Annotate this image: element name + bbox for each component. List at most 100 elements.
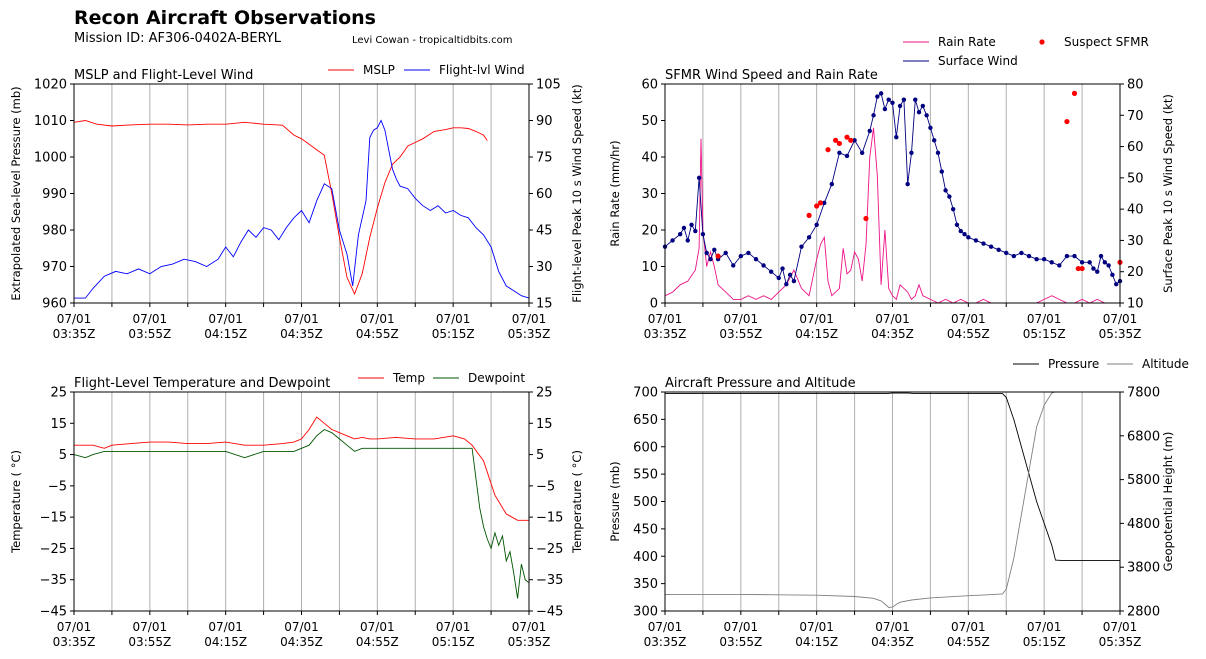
x-tick-label-date: 07/01 [1103,620,1138,634]
data-point [1019,250,1024,256]
x-tick-label-date: 07/01 [436,312,471,326]
y-tick-label: 600 [633,440,658,455]
y-tick-label-right: 6800 [1127,429,1160,444]
x-tick-label-date: 07/01 [512,312,547,326]
x-tick-label-time: 04:35Z [871,635,914,649]
data-point [814,222,819,227]
data-point [1106,263,1111,268]
y-tick-label-right: 30 [536,260,553,275]
y-tick-label: 400 [633,550,658,565]
data-point [1041,257,1047,262]
data-point [708,257,713,262]
y-tick-label-right: 75 [536,151,553,166]
series-line-mslp [73,120,488,296]
x-tick-label-time: 04:55Z [947,635,990,649]
x-tick-label-date: 07/01 [133,620,168,634]
panel-title: MSLP and Flight-Level Wind [74,68,253,83]
data-point [844,153,850,159]
y-tick-label-right: 15 [536,417,553,432]
mission-id: Mission ID: AF306-0402A-BERYL [74,31,281,46]
y-tick-label-right: 4800 [1127,517,1160,532]
data-point [1004,250,1009,256]
x-tick-label-date: 07/01 [648,312,683,326]
data-point [867,128,872,134]
data-point [924,113,929,118]
data-point [1114,282,1119,287]
x-tick-label-date: 07/01 [951,620,986,634]
suspect-point [806,212,812,218]
y-axis-label: Pressure (mb) [608,461,622,541]
suspect-point [863,215,869,222]
data-point [1057,263,1062,268]
suspect-point [814,203,820,209]
data-point [878,91,884,96]
data-point [1064,253,1070,259]
data-point [723,250,728,256]
data-point [913,97,918,102]
data-point [1091,266,1096,271]
y-tick-label: 700 [633,386,658,401]
y-axis-label-right: Surface Peak 10 s Wind Speed (kt) [1161,94,1175,293]
x-tick-label-time: 04:15Z [795,327,838,341]
y-tick-label: 40 [641,151,658,166]
data-point [1079,260,1085,265]
y-tick-label-right: 45 [536,224,553,239]
y-tick-label: −45 [40,605,67,620]
data-point [920,103,926,109]
y-tick-label-right: 2800 [1127,605,1160,620]
data-point [935,150,941,156]
panel-4: 300 350 400 450 500 550 600 650 700 2800 3800 4800 5… [608,357,1189,649]
y-tick-label: 550 [633,468,658,483]
x-tick-label-date: 07/01 [57,312,92,326]
data-point [871,113,876,118]
x-tick-label-time: 03:55Z [719,327,762,341]
data-point [1072,253,1077,259]
data-point [700,231,706,237]
data-point [882,106,888,112]
legend-label: Suspect SFMR [1064,35,1149,49]
y-axis-label: Extrapolated Sea-level Pressure (mb) [9,86,23,300]
x-tick-label-time: 05:35Z [508,635,551,649]
x-tick-label-time: 03:55Z [128,327,171,341]
data-point [693,228,698,234]
data-point [1049,260,1054,265]
suspect-point [825,147,831,153]
y-tick-label-right: −35 [536,573,563,588]
x-tick-label-date: 07/01 [875,312,910,326]
suspect-point [836,140,843,147]
x-tick-label-date: 07/01 [951,312,986,326]
y-tick-label: 1020 [34,78,67,93]
x-tick-label-date: 07/01 [360,312,395,326]
series-line-altitude [665,391,1120,608]
panel-title: Aircraft Pressure and Altitude [665,376,856,391]
data-point [859,150,865,156]
x-tick-label-time: 04:55Z [356,635,399,649]
y-tick-label-right: 60 [1127,140,1144,155]
legend-marker [1039,39,1045,45]
data-point [1102,260,1108,265]
y-tick-label: 60 [641,78,658,93]
x-tick-label-date: 07/01 [799,312,834,326]
data-point [787,272,793,278]
y-tick-label-right: 7800 [1127,386,1160,401]
panel-title: SFMR Wind Speed and Rain Rate [665,68,878,83]
data-point [1011,253,1017,259]
y-tick-label-right: 25 [536,386,553,401]
x-tick-label-date: 07/01 [875,620,910,634]
x-tick-label-time: 04:15Z [795,635,838,649]
x-tick-label-time: 05:15Z [1023,327,1066,341]
y-tick-label: 5 [59,448,67,463]
y-tick-label: −25 [40,542,67,557]
data-point [897,103,903,109]
series-line-temp [74,416,529,521]
y-tick-label-right: 30 [1127,234,1144,249]
y-tick-label-right: 10 [1127,297,1144,312]
x-tick-label-date: 07/01 [799,620,834,634]
suspect-point [817,200,824,206]
x-tick-label-time: 03:35Z [53,327,96,341]
y-tick-label-right: −15 [536,511,563,526]
x-tick-label-time: 04:35Z [871,327,914,341]
suspect-point [1075,265,1081,272]
data-point [712,247,717,253]
x-tick-label-time: 03:35Z [644,635,687,649]
